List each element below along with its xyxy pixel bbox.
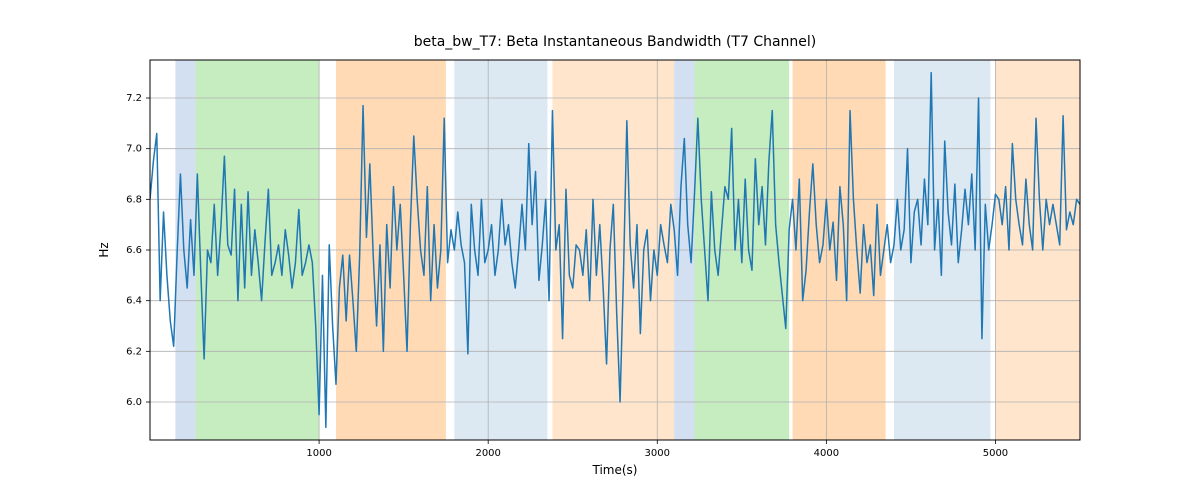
- x-tick-label: 4000: [814, 448, 839, 459]
- x-axis-label: Time(s): [592, 463, 638, 477]
- y-tick-label: 6.4: [126, 296, 142, 307]
- y-tick-label: 7.2: [126, 93, 142, 104]
- chart-container: 1000 2000 3000 4000 5000 6.0 6.2 6.4 6.6 6.8 7.0 7.…: [0, 0, 1200, 500]
- y-tick-label: 6.0: [126, 397, 142, 408]
- x-ticks: 1000 2000 3000 4000 5000: [306, 440, 1008, 459]
- y-tick-label: 7.0: [126, 144, 142, 155]
- x-tick-label: 1000: [306, 448, 331, 459]
- y-tick-label: 6.6: [126, 245, 142, 256]
- chart-title: beta_bw_T7: Beta Instantaneous Bandwidth…: [414, 34, 817, 50]
- line-chart: 1000 2000 3000 4000 5000 6.0 6.2 6.4 6.6 6.8 7.0 7.…: [0, 0, 1200, 500]
- x-tick-label: 5000: [983, 448, 1008, 459]
- y-axis-label: Hz: [97, 242, 111, 257]
- x-tick-label: 2000: [475, 448, 500, 459]
- y-tick-label: 6.8: [126, 194, 142, 205]
- y-ticks: 6.0 6.2 6.4 6.6 6.8 7.0 7.2: [126, 93, 150, 408]
- x-tick-label: 3000: [645, 448, 670, 459]
- y-tick-label: 6.2: [126, 346, 142, 357]
